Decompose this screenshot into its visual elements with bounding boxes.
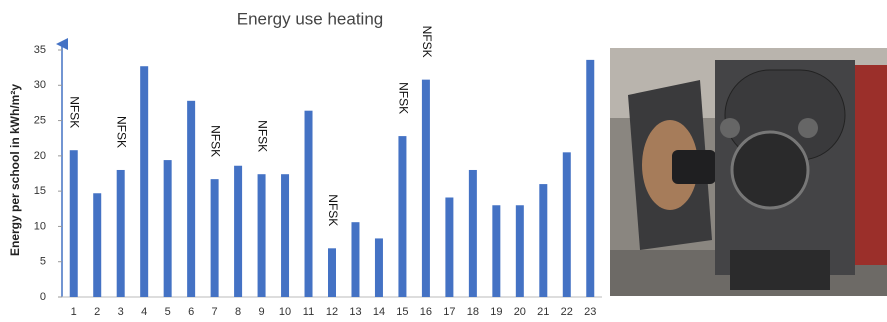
y-tick-label: 30 — [34, 79, 46, 91]
y-axis-label: Energy per school in kWh/m²y — [8, 84, 22, 256]
bar — [515, 205, 524, 297]
bar — [398, 136, 407, 297]
x-tick-label: 12 — [326, 306, 338, 318]
x-tick-label: 4 — [141, 306, 147, 318]
x-tick-label: 8 — [235, 306, 241, 318]
x-tick-label: 18 — [467, 306, 479, 318]
y-tick-label: 15 — [34, 185, 46, 197]
annotation: NFSK — [115, 116, 129, 148]
bar — [492, 205, 501, 297]
bar — [351, 222, 360, 297]
annotation: NFSK — [208, 125, 222, 157]
annotation: NFSK — [68, 96, 82, 128]
x-tick-label: 21 — [537, 306, 549, 318]
x-tick-label: 1 — [71, 306, 77, 318]
bar — [163, 160, 172, 297]
x-tick-label: 22 — [561, 306, 573, 318]
x-tick-label: 9 — [259, 306, 265, 318]
bar — [210, 179, 219, 297]
boiler-base — [730, 250, 830, 290]
x-tick-label: 11 — [303, 306, 314, 318]
x-tick-label: 2 — [94, 306, 100, 318]
x-tick-label: 10 — [279, 306, 291, 318]
y-tick-label: 20 — [34, 150, 46, 162]
bar — [304, 110, 313, 297]
bar — [116, 169, 125, 297]
x-tick-label: 19 — [490, 306, 502, 318]
bar — [539, 184, 548, 297]
y-tick-label: 5 — [40, 256, 46, 268]
x-tick-label: 13 — [349, 306, 361, 318]
x-tick-label: 14 — [373, 306, 385, 318]
bar — [187, 100, 196, 297]
x-tick-label: 17 — [443, 306, 455, 318]
annotation: NFSK — [396, 82, 410, 114]
port-right — [798, 118, 818, 138]
annotation: NFSK — [420, 26, 434, 58]
bar — [374, 238, 383, 297]
bar — [328, 248, 336, 297]
annotation: NFSK — [326, 194, 340, 226]
bar — [69, 150, 78, 297]
bar — [562, 152, 571, 297]
y-tick-label: 0 — [40, 291, 46, 303]
firebox-opening — [730, 130, 810, 210]
x-tick-label: 20 — [514, 306, 526, 318]
chart-title: Energy use heating — [237, 9, 384, 28]
burner-tube — [672, 150, 716, 184]
x-tick-label: 16 — [420, 306, 432, 318]
bar — [140, 66, 149, 297]
x-tick-label: 7 — [212, 306, 218, 318]
bar — [234, 165, 243, 297]
y-tick-label: 25 — [34, 114, 46, 126]
bar — [257, 174, 266, 297]
port-left — [720, 118, 740, 138]
bar — [468, 169, 477, 297]
bar — [421, 79, 430, 297]
annotation: NFSK — [255, 120, 269, 152]
x-tick-label: 23 — [584, 306, 596, 318]
x-tick-label: 5 — [165, 306, 171, 318]
bar — [281, 174, 290, 297]
x-tick-label: 6 — [188, 306, 194, 318]
bar — [445, 197, 454, 297]
x-tick-label: 3 — [118, 306, 124, 318]
y-tick-label: 10 — [34, 220, 46, 232]
bar — [586, 59, 595, 297]
red-panel — [855, 65, 887, 265]
x-tick-label: 15 — [396, 306, 408, 318]
door-insulation — [642, 120, 698, 210]
y-tick-label: 35 — [34, 44, 46, 56]
bar — [93, 193, 102, 297]
photo — [610, 48, 887, 296]
